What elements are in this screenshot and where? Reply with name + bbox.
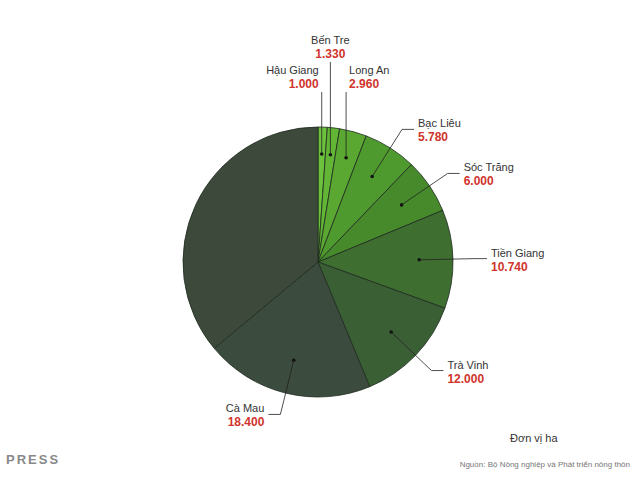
svg-text:Hậu Giang: Hậu Giang xyxy=(266,64,319,76)
html-text:Nguồn: Bộ Nông nghiệp và Phát: Nguồn: Bộ Nông nghiệp và Phát triển nông… xyxy=(459,460,630,469)
svg-text:18.400: 18.400 xyxy=(228,415,265,429)
svg-text:5.780: 5.780 xyxy=(418,130,448,144)
svg-text:Long An: Long An xyxy=(349,64,389,76)
svg-text:1.330: 1.330 xyxy=(315,47,345,61)
svg-text:Bến Tre: Bến Tre xyxy=(311,34,350,46)
svg-text:10.740: 10.740 xyxy=(491,260,528,274)
svg-text:6.000: 6.000 xyxy=(464,174,494,188)
svg-text:1.000: 1.000 xyxy=(289,77,319,91)
html-text:Đơn vị ha: Đơn vị ha xyxy=(510,432,558,444)
svg-text:Tiền Giang: Tiền Giang xyxy=(491,247,544,259)
svg-text:12.000: 12.000 xyxy=(447,372,484,386)
html-text:PRESS: PRESS xyxy=(6,452,61,467)
svg-text:2.960: 2.960 xyxy=(349,77,379,91)
svg-text:Bạc Liêu: Bạc Liêu xyxy=(418,117,461,129)
svg-text:Cà Mau: Cà Mau xyxy=(226,402,265,414)
svg-text:Sóc Trăng: Sóc Trăng xyxy=(464,161,514,173)
svg-text:Trà Vinh: Trà Vinh xyxy=(447,359,488,371)
